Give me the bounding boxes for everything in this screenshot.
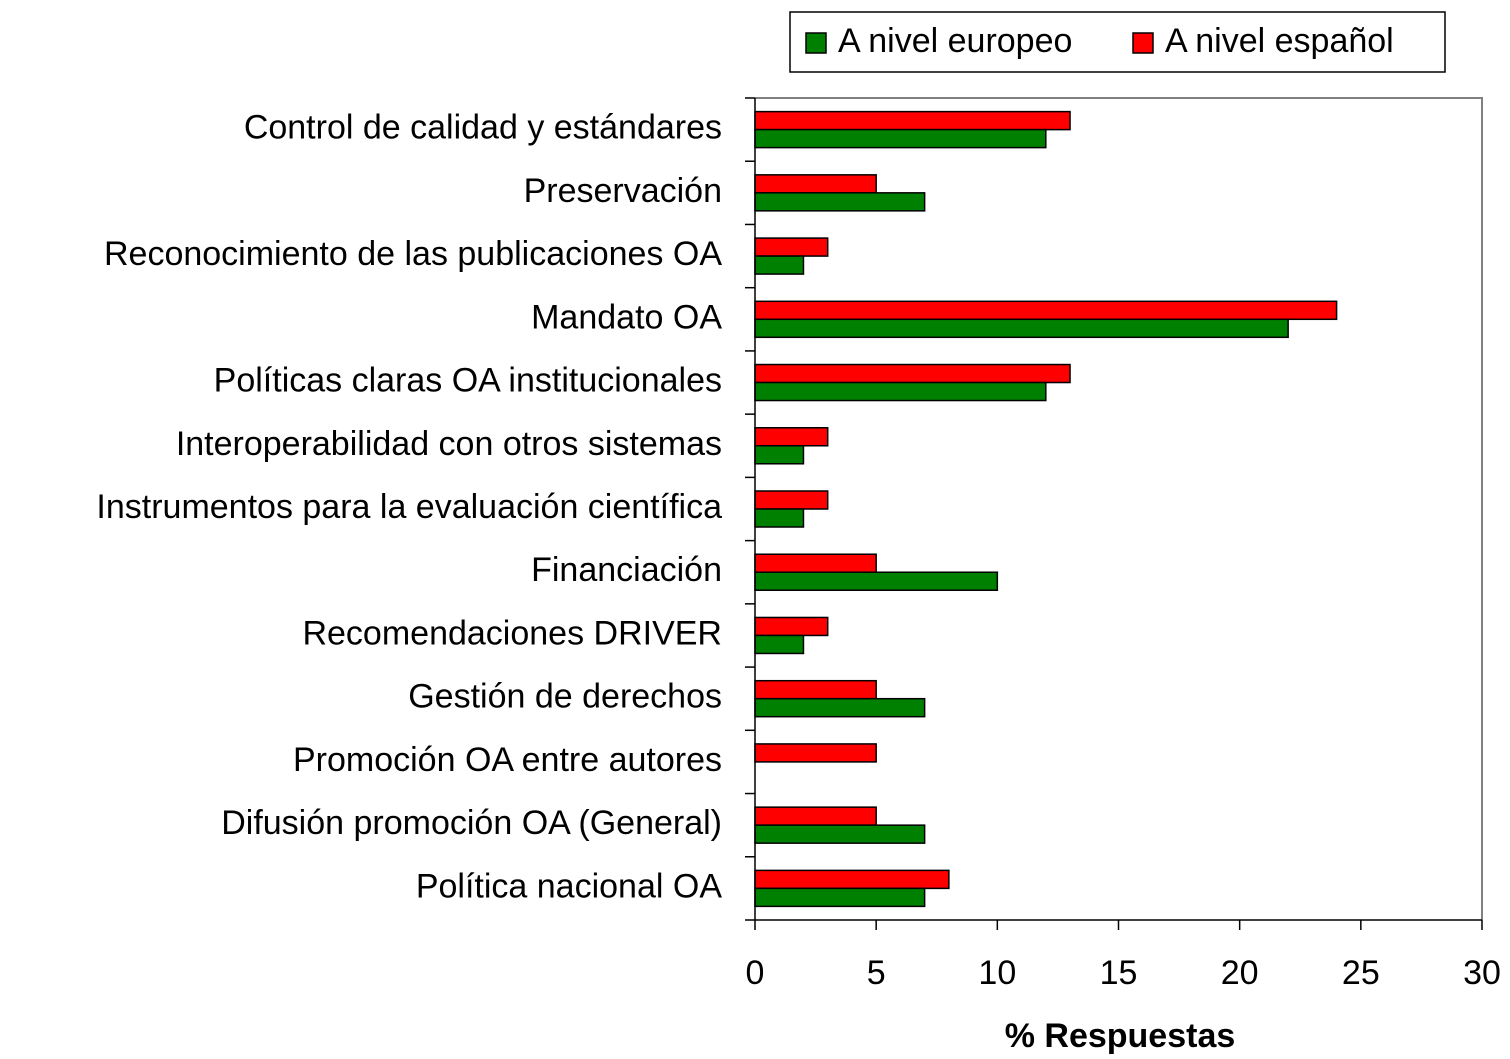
bar [754, 237, 829, 257]
x-tick-label: 30 [1463, 954, 1501, 992]
x-axis-title: % Respuestas [1005, 1017, 1236, 1055]
bar [754, 571, 999, 591]
legend: A nivel europeo A nivel español [789, 11, 1446, 73]
y-tick-label: Gestión de derechos [408, 678, 722, 716]
legend-label: A nivel europeo [838, 22, 1072, 60]
bar [754, 806, 877, 826]
x-tick-label: 20 [1221, 954, 1259, 992]
bar [754, 300, 1338, 321]
bar [754, 887, 926, 908]
y-tick-label: Mandato OA [531, 298, 722, 336]
bar [754, 110, 1071, 131]
x-tick-label: 10 [978, 954, 1016, 992]
bar [754, 697, 926, 718]
y-tick-label: Recomendaciones DRIVER [302, 614, 722, 652]
y-tick-label: Difusión promoción OA (General) [221, 804, 722, 842]
y-tick-label: Preservación [524, 172, 722, 210]
bar [754, 743, 877, 763]
y-tick-label: Control de calidad y estándares [244, 109, 722, 147]
bar [754, 445, 805, 465]
y-tick-label: Financiación [531, 551, 722, 589]
bar [754, 381, 1047, 402]
y-tick-label: Política nacional OA [416, 867, 722, 905]
x-tick-label: 15 [1100, 954, 1138, 992]
bar [754, 318, 1289, 339]
bar [754, 128, 1047, 149]
bar [754, 679, 877, 700]
plot-border [755, 97, 1483, 920]
bar [754, 192, 926, 212]
legend-label: A nivel español [1165, 22, 1394, 60]
bar [754, 174, 877, 194]
bar [754, 634, 805, 655]
legend-swatch [1132, 32, 1154, 54]
bar [754, 255, 805, 275]
bar [754, 553, 877, 573]
bar [754, 427, 829, 447]
bar [754, 490, 829, 510]
y-tick-label: Instrumentos para la evaluación científi… [96, 488, 722, 526]
x-tick-label: 5 [867, 954, 886, 992]
bar [754, 616, 829, 637]
bar [754, 869, 950, 890]
y-tick-label: Promoción OA entre autores [293, 741, 722, 779]
legend-swatch [805, 32, 827, 54]
x-tick-label: 25 [1342, 954, 1380, 992]
bar [754, 508, 805, 528]
y-tick-label: Interoperabilidad con otros sistemas [176, 425, 722, 463]
x-tick-label: 0 [746, 954, 765, 992]
y-tick-label: Reconocimiento de las publicaciones OA [104, 235, 722, 273]
y-tick-label: Políticas claras OA institucionales [214, 362, 722, 400]
bar [754, 824, 926, 844]
legend-box [789, 11, 1446, 73]
bar [754, 363, 1071, 384]
